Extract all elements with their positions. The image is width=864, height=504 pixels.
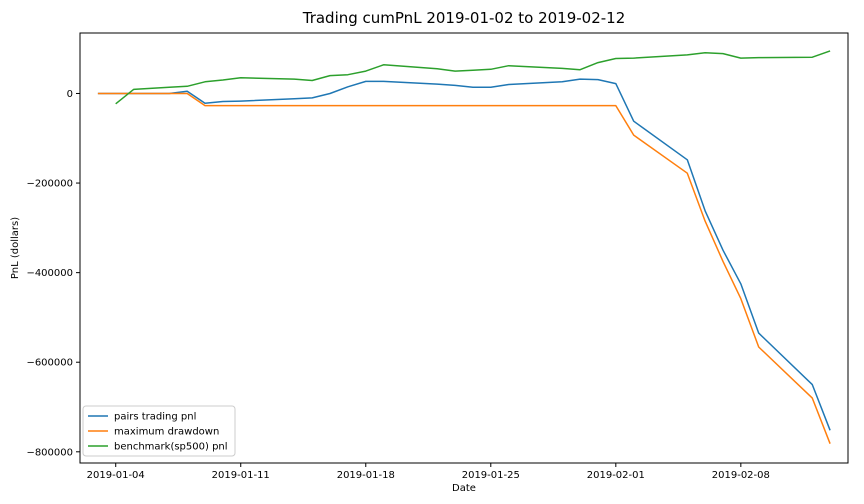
y-tick-label: −800000 xyxy=(26,447,73,458)
series-line-3 xyxy=(115,50,831,105)
x-tick-label: 2019-01-11 xyxy=(212,470,270,481)
series-layer xyxy=(97,50,831,444)
legend-box xyxy=(82,405,236,457)
x-tick-label: 2019-02-01 xyxy=(587,470,645,481)
plot-frame xyxy=(79,32,849,464)
y-axis: −800000 −600000 −400000 −200000 0 xyxy=(26,89,80,458)
series-line-2 xyxy=(97,92,831,444)
legend-label-3: benchmark(sp500) pnl xyxy=(114,442,228,453)
series-line-1 xyxy=(97,78,831,431)
y-tick-label: −400000 xyxy=(26,268,73,279)
legend-label-1: pairs trading pnl xyxy=(114,412,196,423)
y-tick-label: −600000 xyxy=(26,358,73,369)
chart-title: Trading cumPnL 2019-01-02 to 2019-02-12 xyxy=(302,9,626,27)
x-axis-title: Date xyxy=(452,483,476,494)
x-tick-label: 2019-02-08 xyxy=(712,470,770,481)
x-tick-label: 2019-01-04 xyxy=(87,470,145,481)
y-axis-title: PnL (dollars) xyxy=(10,217,21,279)
legend-label-2: maximum drawdown xyxy=(114,427,219,438)
y-tick-label: −200000 xyxy=(26,179,73,190)
x-tick-label: 2019-01-18 xyxy=(337,470,395,481)
x-tick-label: 2019-01-25 xyxy=(462,470,520,481)
y-tick-label: 0 xyxy=(67,89,73,100)
legend: pairs trading pnl maximum drawdown benchma… xyxy=(82,405,236,457)
plot-area: 2019-01-04 2019-01-11 2019-01-18 2019-01-25… xyxy=(26,32,849,481)
x-axis: 2019-01-04 2019-01-11 2019-01-18 2019-01-25… xyxy=(87,463,770,481)
